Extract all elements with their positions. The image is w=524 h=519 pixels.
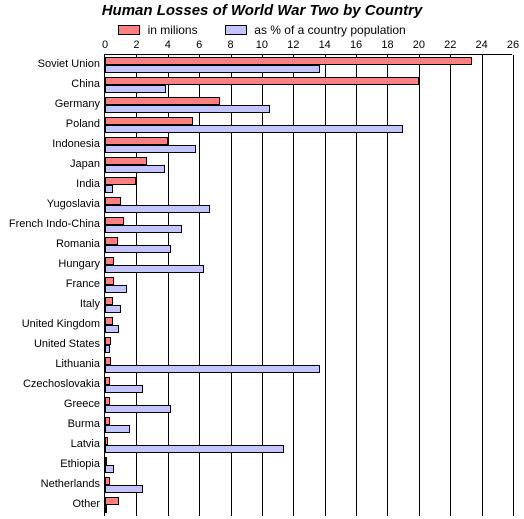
bar-millions <box>105 317 113 325</box>
bar-percent <box>105 145 196 153</box>
bar-millions <box>105 197 121 205</box>
category-label: Italy <box>80 298 100 310</box>
bar-millions <box>105 217 124 225</box>
category-label: United States <box>34 338 100 350</box>
bar-percent <box>105 245 171 253</box>
bar-percent <box>105 505 107 513</box>
bar-percent <box>105 185 113 193</box>
bar-millions <box>105 257 114 265</box>
chart-title: Human Losses of World War Two by Country <box>0 2 524 19</box>
bar-millions <box>105 277 114 285</box>
category-label: Other <box>72 498 100 510</box>
category-label: Indonesia <box>52 138 100 150</box>
x-tick-label: 26 <box>507 39 519 51</box>
bar-millions <box>105 117 193 125</box>
x-tick-label: 0 <box>102 39 108 51</box>
x-tick-label: 16 <box>350 39 362 51</box>
bar-millions <box>105 57 472 65</box>
x-tick-label: 24 <box>475 39 487 51</box>
bar-percent <box>105 385 143 393</box>
category-label: United Kingdom <box>22 318 100 330</box>
bar-percent <box>105 265 204 273</box>
bar-millions <box>105 397 110 405</box>
x-tick-label: 20 <box>413 39 425 51</box>
bar-percent <box>105 325 119 333</box>
category-label: Romania <box>56 238 100 250</box>
bar-millions <box>105 77 419 85</box>
legend-label-percent: as % of a country population <box>254 23 405 37</box>
legend-swatch-millions <box>118 25 140 35</box>
x-tick-label: 22 <box>444 39 456 51</box>
plot-area: 02468101214161820222426 <box>104 54 512 516</box>
bar-millions <box>105 377 110 385</box>
category-label: India <box>76 178 100 190</box>
bar-percent <box>105 365 320 373</box>
category-label: Lithuania <box>55 358 100 370</box>
category-label: Burma <box>68 418 100 430</box>
x-tick-label: 2 <box>133 39 139 51</box>
x-tick-label: 12 <box>287 39 299 51</box>
x-tick-label: 18 <box>381 39 393 51</box>
x-tick-label: 4 <box>165 39 171 51</box>
bar-percent <box>105 305 121 313</box>
bar-millions <box>105 237 118 245</box>
bar-millions <box>105 177 136 185</box>
bar-percent <box>105 285 127 293</box>
x-tick-label: 10 <box>256 39 268 51</box>
gridline <box>450 55 451 516</box>
category-label: Poland <box>66 118 100 130</box>
bar-millions <box>105 97 220 105</box>
bar-millions <box>105 337 111 345</box>
x-tick-label: 6 <box>196 39 202 51</box>
bar-percent <box>105 405 171 413</box>
category-label: Yugoslavia <box>47 198 100 210</box>
chart-legend: in milions as % of a country population <box>0 22 524 37</box>
category-label: China <box>71 78 100 90</box>
bar-millions <box>105 497 119 505</box>
bar-millions <box>105 157 147 165</box>
bar-percent <box>105 345 110 353</box>
chart-container: Human Losses of World War Two by Country… <box>0 0 524 519</box>
bar-millions <box>105 417 110 425</box>
gridline <box>419 55 420 516</box>
category-label: Germany <box>55 98 100 110</box>
bar-percent <box>105 85 166 93</box>
x-tick-label: 8 <box>227 39 233 51</box>
bar-percent <box>105 225 182 233</box>
category-label: Ethiopia <box>60 458 100 470</box>
category-label: French Indo-China <box>9 218 100 230</box>
bar-millions <box>105 357 111 365</box>
x-tick-label: 14 <box>319 39 331 51</box>
bar-percent <box>105 65 320 73</box>
bar-millions <box>105 477 110 485</box>
legend-label-millions: in milions <box>148 23 198 37</box>
category-label: Czechoslovakia <box>23 378 100 390</box>
category-label: Japan <box>70 158 100 170</box>
legend-item-millions: in milions <box>118 22 197 37</box>
category-label: Latvia <box>71 438 100 450</box>
gridline <box>513 55 514 516</box>
gridline <box>482 55 483 516</box>
bar-millions <box>105 297 113 305</box>
bar-percent <box>105 445 284 453</box>
bar-millions <box>105 437 108 445</box>
category-label: Soviet Union <box>38 58 100 70</box>
bar-percent <box>105 125 403 133</box>
bar-millions <box>105 457 107 465</box>
category-label: France <box>66 278 100 290</box>
bar-percent <box>105 485 143 493</box>
bar-percent <box>105 425 130 433</box>
bar-millions <box>105 137 168 145</box>
legend-swatch-percent <box>225 25 247 35</box>
legend-item-percent: as % of a country population <box>225 22 406 37</box>
category-label: Greece <box>64 398 100 410</box>
bar-percent <box>105 105 270 113</box>
category-label: Hungary <box>58 258 100 270</box>
category-label: Netherlands <box>41 478 100 490</box>
bar-percent <box>105 205 210 213</box>
bar-percent <box>105 165 165 173</box>
bar-percent <box>105 465 114 473</box>
